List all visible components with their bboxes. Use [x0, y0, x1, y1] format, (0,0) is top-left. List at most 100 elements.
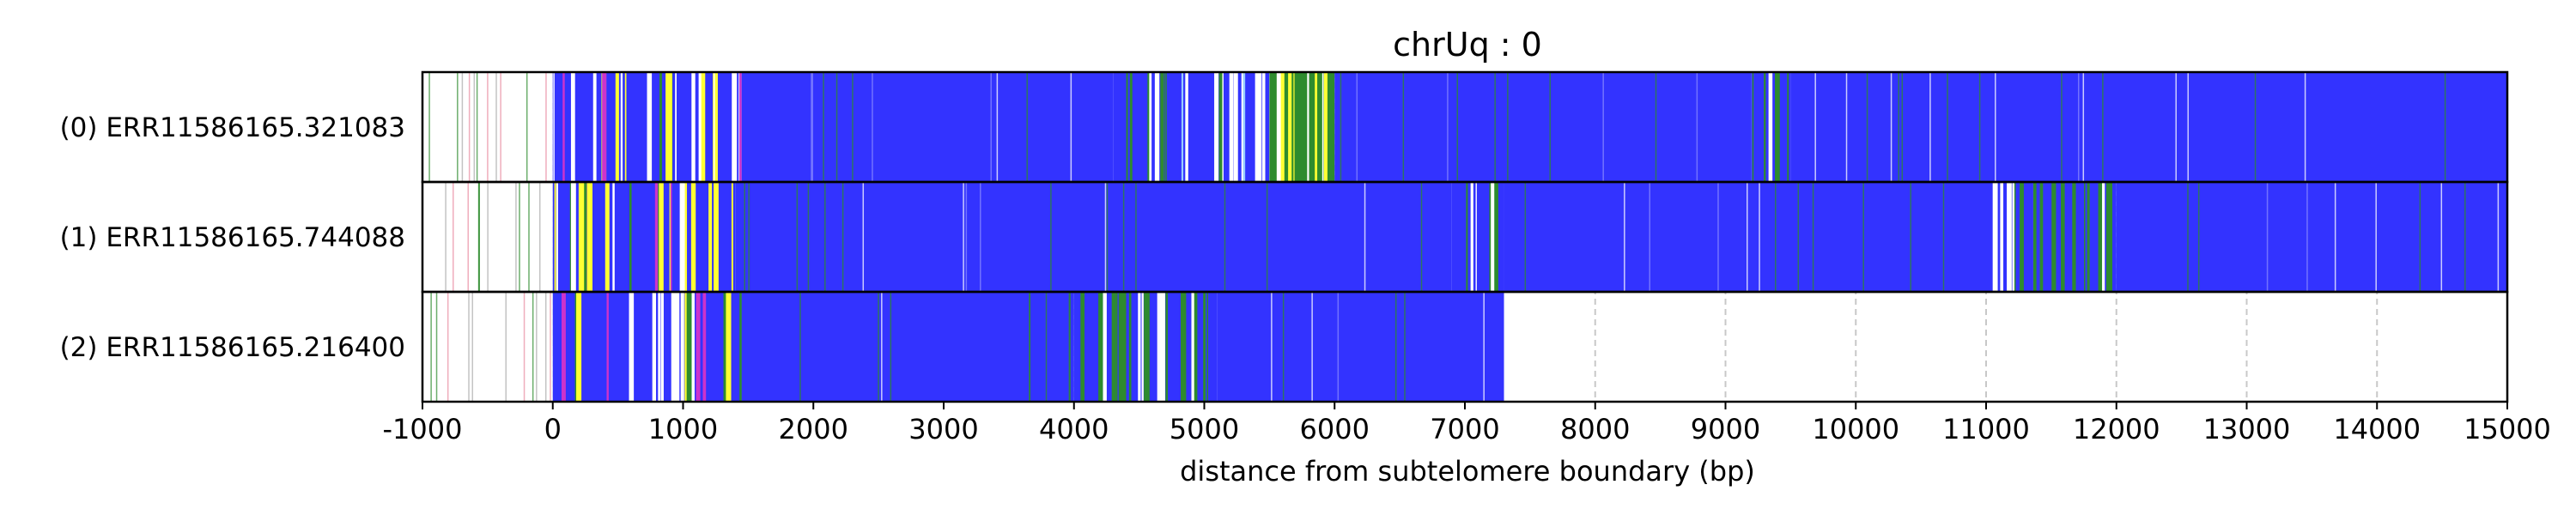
stripe	[1466, 182, 1468, 292]
stripe	[811, 72, 812, 182]
stripe	[2102, 72, 2104, 182]
stripe	[1493, 182, 1498, 292]
stripe	[691, 72, 694, 182]
stripe	[2051, 182, 2053, 292]
stripe	[2464, 182, 2466, 292]
stripe	[878, 292, 879, 402]
stripe	[570, 72, 575, 182]
stripe	[2072, 182, 2076, 292]
stripe	[799, 292, 801, 402]
stripe	[1323, 72, 1327, 182]
faint-stripe	[544, 292, 547, 402]
stripe	[2375, 182, 2377, 292]
stripe	[1070, 72, 1072, 182]
x-tick-label: 3000	[908, 413, 978, 445]
faint-stripe	[428, 72, 430, 182]
x-tick-label: 5000	[1170, 413, 1239, 445]
stripe	[576, 292, 580, 402]
faint-stripe	[536, 292, 538, 402]
stripe	[1118, 292, 1124, 402]
x-tick-label: 13000	[2203, 413, 2291, 445]
stripe	[1111, 292, 1116, 402]
stripe	[605, 182, 610, 292]
stripe	[1315, 72, 1318, 182]
faint-stripe	[487, 72, 489, 182]
stripe	[1156, 72, 1159, 182]
stripe	[665, 72, 671, 182]
stripe	[1194, 292, 1198, 402]
read-track	[422, 72, 2507, 182]
stripe	[1890, 72, 1893, 182]
stripe	[824, 182, 826, 292]
stripe	[1098, 292, 1103, 402]
stripe	[2099, 182, 2104, 292]
stripe	[714, 182, 719, 292]
faint-stripe	[471, 292, 474, 402]
stripe	[1747, 182, 1748, 292]
stripe	[701, 72, 706, 182]
stripe	[1910, 182, 1911, 292]
segment-blue	[735, 182, 1452, 292]
stripe	[679, 182, 685, 292]
stripe	[1147, 72, 1150, 182]
stripe	[654, 182, 659, 292]
stripe	[660, 292, 664, 402]
stripe	[2000, 182, 2004, 292]
stripe	[1845, 72, 1848, 182]
stripe	[1356, 72, 1358, 182]
stripe	[658, 182, 659, 292]
faint-stripe	[487, 182, 489, 292]
stripe	[852, 72, 854, 182]
stripe	[2077, 72, 2080, 182]
stripe	[2197, 182, 2200, 292]
stripe	[696, 292, 701, 402]
x-tick-label: 10000	[1812, 413, 1899, 445]
stripe	[963, 182, 964, 292]
stripe	[2020, 182, 2024, 292]
x-tick-label: 8000	[1560, 413, 1630, 445]
x-axis: -1000 0 1000 2000 3000 4000 5000 6000 7000 8000 90…	[383, 402, 2551, 445]
stripe	[659, 182, 664, 292]
stripe	[1141, 292, 1144, 402]
stripe	[1255, 72, 1260, 182]
stripe	[1494, 72, 1496, 182]
stripe	[2187, 72, 2189, 182]
stripe	[1549, 72, 1551, 182]
stripe	[680, 292, 684, 402]
stripe	[652, 292, 657, 402]
stripe	[1311, 292, 1313, 402]
stripe	[624, 72, 627, 182]
stripe	[1138, 292, 1141, 402]
stripe	[2012, 182, 2014, 292]
stripe	[620, 72, 623, 182]
stripe	[2007, 182, 2012, 292]
stripe	[1241, 72, 1243, 182]
stripe	[1080, 292, 1085, 402]
faint-stripe	[478, 182, 480, 292]
stripe	[1266, 182, 1268, 292]
stripe	[2082, 72, 2085, 182]
segment-blue	[1217, 292, 1504, 402]
stripe	[1203, 292, 1206, 402]
faint-stripe	[457, 72, 459, 182]
stripe	[1602, 72, 1604, 182]
stripe	[2087, 182, 2090, 292]
stripe	[1404, 292, 1406, 402]
stripe	[1340, 72, 1342, 182]
stripe	[1068, 292, 1071, 402]
faint-stripe	[495, 72, 497, 182]
faint-stripe	[545, 72, 547, 182]
stripe	[690, 182, 696, 292]
faint-stripe	[461, 72, 464, 182]
faint-stripe	[445, 182, 447, 292]
stripe	[1121, 292, 1127, 402]
faint-stripe	[476, 72, 478, 182]
faint-stripe	[538, 182, 541, 292]
stripe	[1797, 182, 1800, 292]
x-tick-label: 12000	[2073, 413, 2160, 445]
stripe	[647, 72, 653, 182]
stripe	[2084, 182, 2086, 292]
stripe	[1164, 72, 1165, 182]
stripe	[2419, 182, 2421, 292]
